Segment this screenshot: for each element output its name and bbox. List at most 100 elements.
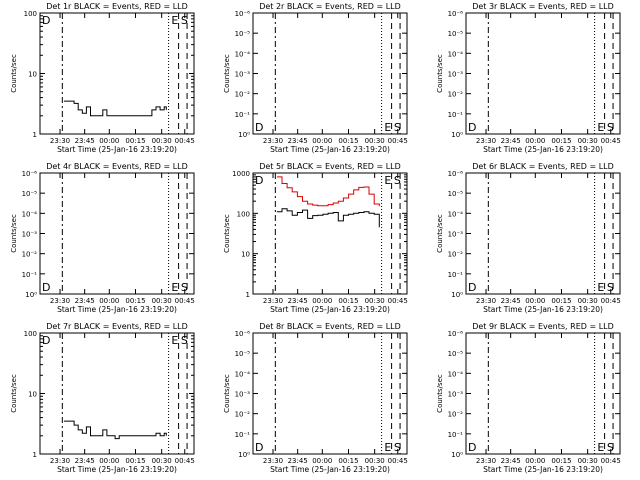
y-tick-label: 10⁻⁶ — [235, 330, 251, 338]
y-tick-label: 10⁻² — [448, 411, 464, 419]
plot-frame — [39, 332, 195, 455]
y-tick-label: 10⁻⁴ — [448, 370, 464, 378]
x-tick-label: 00:00 — [525, 137, 545, 145]
x-tick-label: 23:45 — [501, 297, 521, 305]
x-tick-label: 00:00 — [312, 297, 332, 305]
marker-label: S — [607, 281, 614, 294]
y-tick-label: 10 — [28, 391, 37, 399]
x-axis-title: Start Time (25-Jan-16 23:19:20) — [57, 145, 177, 154]
y-tick-label: 10⁰ — [451, 131, 463, 139]
y-tick-label: 10⁻¹ — [22, 271, 38, 279]
x-tick-label: 00:45 — [175, 137, 195, 145]
y-tick-label: 10⁰ — [238, 131, 250, 139]
x-tick-label: 23:30 — [50, 457, 70, 465]
y-tick-label: 10⁻⁶ — [448, 170, 464, 178]
y-tick-label: 1 — [33, 451, 37, 459]
y-tick-label: 100 — [237, 210, 250, 218]
x-tick-label: 00:15 — [125, 137, 145, 145]
x-tick-label: 23:30 — [263, 137, 283, 145]
x-tick-label: 00:00 — [525, 297, 545, 305]
marker-label: E — [597, 121, 604, 134]
marker-label: S — [607, 121, 614, 134]
plot-frame — [252, 332, 408, 455]
marker-label: E — [597, 281, 604, 294]
x-tick-label: 23:30 — [476, 297, 496, 305]
series-line-events — [276, 208, 380, 228]
y-tick-label: 10⁻¹ — [235, 111, 251, 119]
y-axis-title: Counts/sec — [436, 214, 444, 253]
y-tick-label: 10⁻³ — [448, 231, 464, 239]
x-tick-label: 23:30 — [50, 297, 70, 305]
marker-label: S — [607, 441, 614, 454]
x-tick-label: 23:30 — [476, 137, 496, 145]
x-tick-label: 00:30 — [365, 137, 385, 145]
panel-title: Det 8r BLACK = Events, RED = LLD — [259, 322, 401, 331]
y-tick-label: 10⁻⁵ — [448, 190, 464, 198]
x-tick-label: 00:15 — [338, 457, 358, 465]
x-tick-label: 23:30 — [263, 297, 283, 305]
x-axis-title: Start Time (25-Jan-16 23:19:20) — [270, 305, 390, 314]
x-tick-label: 00:45 — [175, 457, 195, 465]
y-tick-label: 10⁻² — [22, 251, 38, 259]
y-tick-label: 10⁻⁴ — [22, 210, 38, 218]
x-tick-label: 23:45 — [288, 297, 308, 305]
y-axis-title: Counts/sec — [10, 214, 18, 253]
marker-label: D — [255, 441, 263, 454]
y-tick-label: 10⁻⁶ — [22, 170, 38, 178]
y-tick-label: 100 — [24, 330, 37, 338]
y-tick-label: 10⁻⁶ — [448, 330, 464, 338]
panel-det-2: Det 2r BLACK = Events, RED = LLD 10⁰ 10⁻¹ 1… — [223, 2, 408, 154]
x-tick-label: 00:30 — [578, 137, 598, 145]
x-tick-label: 00:00 — [99, 457, 119, 465]
y-axis-title: Counts/sec — [223, 214, 231, 253]
x-tick-label: 00:30 — [578, 297, 598, 305]
y-tick-label: 10⁰ — [451, 451, 463, 459]
y-tick-label: 10⁻⁵ — [22, 190, 38, 198]
marker-label: D — [42, 14, 50, 27]
marker-label: S — [394, 174, 401, 187]
y-tick-label: 10⁻⁴ — [448, 50, 464, 58]
x-tick-label: 00:15 — [338, 297, 358, 305]
marker-label: S — [394, 441, 401, 454]
y-tick-label: 1 — [33, 131, 37, 139]
x-tick-label: 23:45 — [75, 137, 95, 145]
y-tick-label: 10⁻⁵ — [448, 30, 464, 38]
x-axis-title: Start Time (25-Jan-16 23:19:20) — [270, 465, 390, 474]
plot-frame — [465, 12, 621, 135]
marker-label: S — [181, 281, 188, 294]
panel-det-3: Det 3r BLACK = Events, RED = LLD 10⁰ 10⁻¹ 1… — [436, 2, 621, 154]
x-tick-label: 00:45 — [601, 457, 621, 465]
y-tick-label: 10⁻¹ — [448, 431, 464, 439]
panel-det-4: Det 4r BLACK = Events, RED = LLD 10⁰ 10⁻¹ 1… — [10, 162, 195, 314]
y-tick-label: 10 — [241, 251, 250, 259]
series-line-events — [63, 100, 167, 117]
panel-det-5: Det 5r BLACK = Events, RED = LLD 1 10 100 10… — [223, 162, 408, 314]
panel-title: Det 1r BLACK = Events, RED = LLD — [46, 2, 188, 11]
y-tick-label: 1 — [246, 291, 250, 299]
y-tick-label: 10⁻¹ — [448, 111, 464, 119]
y-tick-label: 10⁻⁴ — [448, 210, 464, 218]
y-axis-title: Counts/sec — [223, 374, 231, 413]
marker-label: E — [171, 334, 178, 347]
y-tick-label: 10⁻⁵ — [448, 350, 464, 358]
y-axis-title: Counts/sec — [10, 54, 18, 93]
marker-label: D — [255, 174, 263, 187]
y-tick-label: 10⁰ — [238, 451, 250, 459]
x-tick-label: 00:15 — [338, 137, 358, 145]
plot-frame — [465, 172, 621, 295]
panel-det-7: Det 7r BLACK = Events, RED = LLD 1 10 100 23… — [10, 322, 195, 474]
marker-label: D — [42, 281, 50, 294]
y-axis-title: Counts/sec — [436, 54, 444, 93]
x-axis-title: Start Time (25-Jan-16 23:19:20) — [483, 145, 603, 154]
x-tick-label: 23:45 — [75, 297, 95, 305]
marker-label: E — [597, 441, 604, 454]
marker-label: D — [468, 281, 476, 294]
x-tick-label: 00:15 — [551, 297, 571, 305]
y-tick-label: 10⁻⁵ — [235, 350, 251, 358]
x-tick-label: 00:45 — [601, 137, 621, 145]
x-tick-label: 00:45 — [388, 137, 408, 145]
y-tick-label: 10⁻³ — [235, 71, 251, 79]
y-axis-title: Counts/sec — [223, 54, 231, 93]
x-tick-label: 00:45 — [601, 297, 621, 305]
